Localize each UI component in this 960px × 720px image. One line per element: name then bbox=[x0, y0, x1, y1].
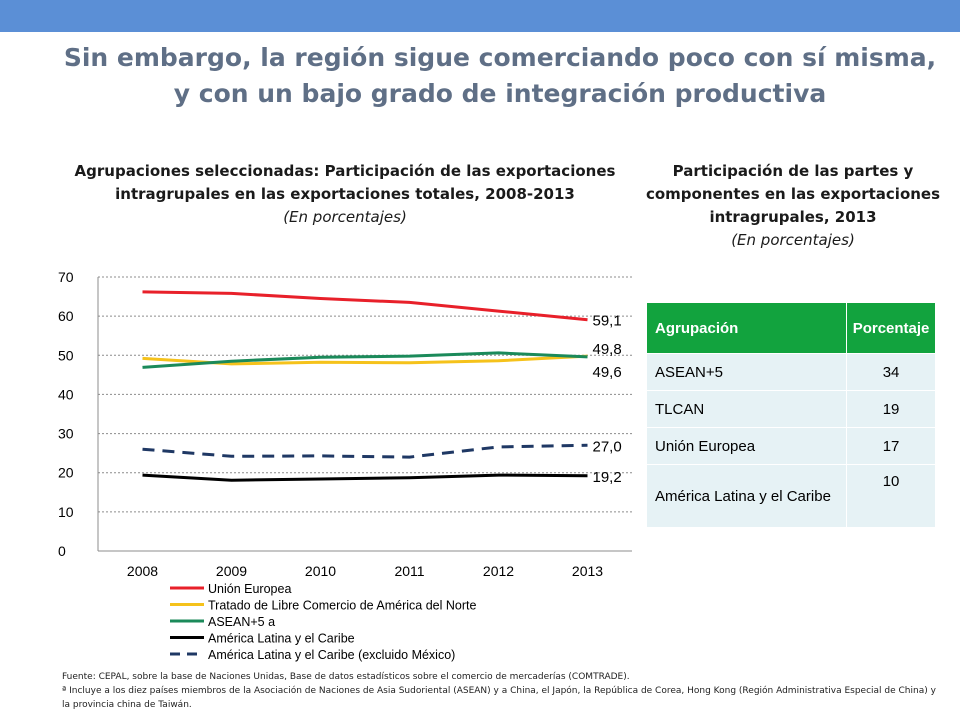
table-subtitle: (En porcentajes) bbox=[731, 231, 855, 249]
cell-value: 17 bbox=[846, 427, 936, 465]
x-tick-label: 2012 bbox=[483, 563, 514, 579]
y-tick-label: 60 bbox=[58, 308, 74, 324]
top-banner bbox=[0, 0, 960, 32]
x-tick-label: 2009 bbox=[216, 563, 247, 579]
series-line bbox=[142, 473, 588, 482]
y-tick-label: 50 bbox=[58, 347, 74, 363]
cell-group: TLCAN bbox=[645, 390, 848, 428]
y-tick-label: 10 bbox=[58, 504, 74, 520]
legend-label: América Latina y el Caribe bbox=[208, 632, 355, 646]
data-label: 59,1 bbox=[593, 313, 622, 330]
footer-notes: Fuente: CEPAL, sobre la base de Naciones… bbox=[62, 670, 942, 712]
y-tick-label: 0 bbox=[58, 543, 66, 559]
x-tick-label: 2013 bbox=[572, 563, 603, 579]
cell-value: 10 bbox=[846, 464, 936, 528]
series-line bbox=[142, 290, 588, 322]
footnote-a: ª Incluye a los diez países miembros de … bbox=[62, 686, 936, 710]
cell-group: ASEAN+5 bbox=[645, 353, 848, 391]
cell-value: 34 bbox=[846, 353, 936, 391]
chart-heading: Agrupaciones seleccionadas: Participació… bbox=[58, 160, 632, 229]
x-tick-label: 2010 bbox=[305, 563, 336, 579]
legend-label: Tratado de Libre Comercio de América del… bbox=[208, 599, 476, 613]
line-chart: 0 10 20 30 40 50 60 70 2008 2009 2010 2011 2012 2013 5… bbox=[58, 269, 632, 662]
table-row: América Latina y el Caribe 10 bbox=[645, 464, 936, 528]
series-line bbox=[142, 443, 588, 459]
table-row: ASEAN+5 34 bbox=[645, 353, 936, 391]
header-agrupacion: Agrupación bbox=[645, 302, 848, 354]
chart-title: Agrupaciones seleccionadas: Participació… bbox=[74, 162, 616, 203]
y-tick-label: 40 bbox=[58, 386, 74, 402]
page-title: Sin embargo, la región sigue comerciando… bbox=[63, 43, 937, 108]
source-note: Fuente: CEPAL, sobre la base de Naciones… bbox=[62, 672, 630, 682]
cell-group: Unión Europea bbox=[645, 427, 848, 465]
header-porcentaje: Porcentaje bbox=[846, 302, 936, 354]
series-line bbox=[142, 351, 588, 369]
chart-subtitle: (En porcentajes) bbox=[283, 208, 407, 226]
parts-components-table: Agrupación Porcentaje ASEAN+5 34 TLCAN 1… bbox=[645, 302, 936, 528]
data-label: 19,2 bbox=[593, 469, 622, 486]
y-tick-label: 30 bbox=[58, 426, 74, 442]
y-tick-label: 70 bbox=[58, 269, 74, 285]
table-row: TLCAN 19 bbox=[645, 390, 936, 428]
data-label: 49,8 bbox=[593, 341, 622, 358]
table-row: Unión Europea 17 bbox=[645, 427, 936, 465]
y-tick-label: 20 bbox=[58, 465, 74, 481]
data-label: 27,0 bbox=[593, 438, 622, 455]
data-label: 49,6 bbox=[593, 364, 622, 381]
cell-value: 19 bbox=[846, 390, 936, 428]
legend-label: Unión Europea bbox=[208, 582, 291, 596]
x-tick-label: 2008 bbox=[127, 563, 158, 579]
table-heading: Participación de las partes y componente… bbox=[640, 160, 946, 252]
legend-label: América Latina y el Caribe (excluido Méx… bbox=[208, 648, 455, 662]
x-tick-label: 2011 bbox=[394, 563, 424, 579]
cell-group: América Latina y el Caribe bbox=[645, 464, 848, 528]
table-title: Participación de las partes y componente… bbox=[645, 162, 941, 226]
table-header-row: Agrupación Porcentaje bbox=[645, 302, 936, 354]
legend-label: ASEAN+5 a bbox=[208, 615, 275, 629]
